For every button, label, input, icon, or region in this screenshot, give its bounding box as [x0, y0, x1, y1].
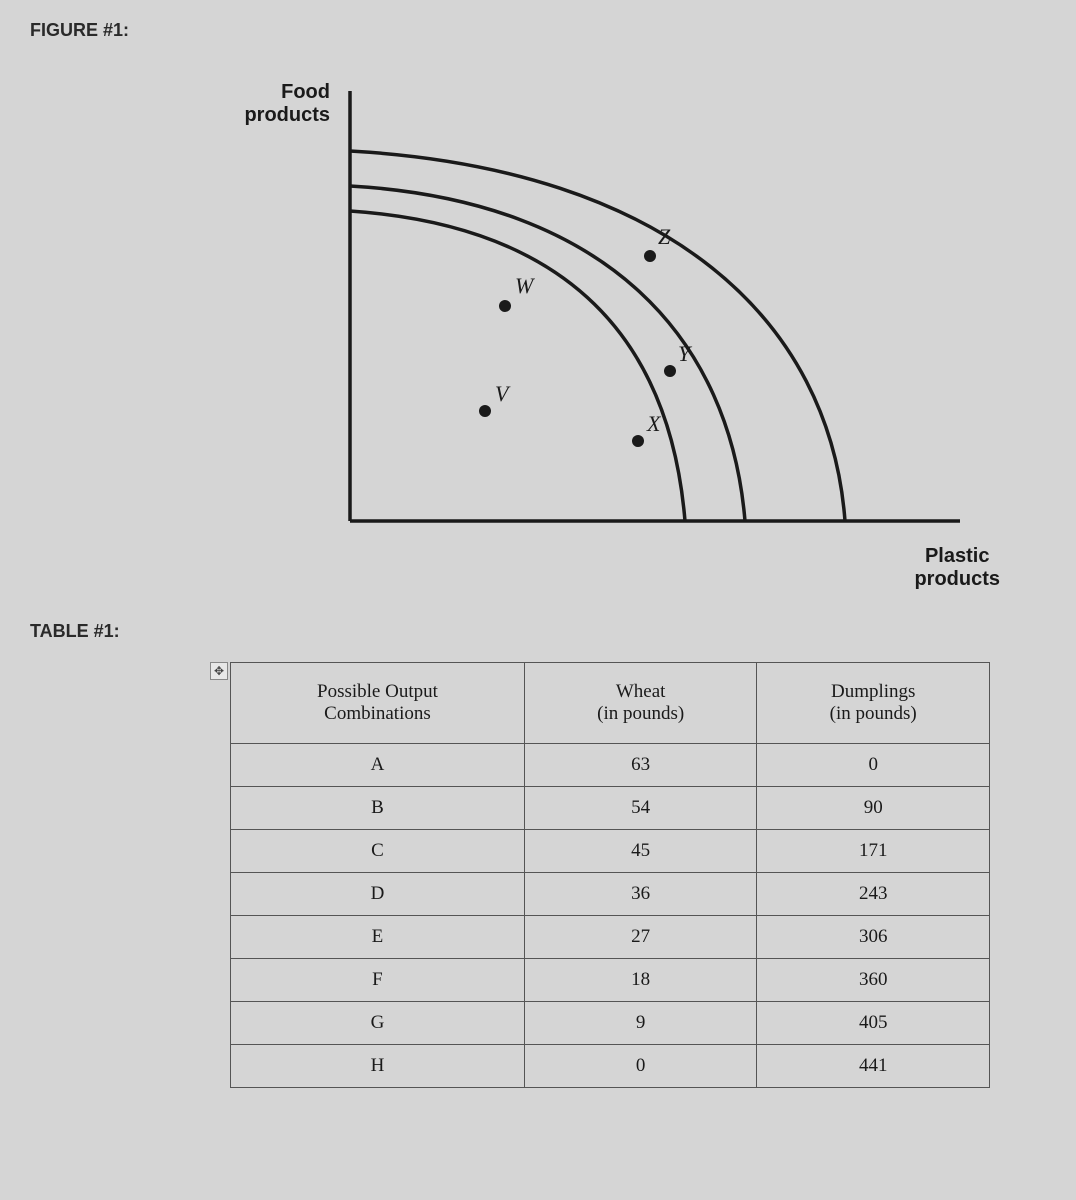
- table-cell: 9: [524, 1002, 757, 1045]
- th-line2: (in pounds): [830, 703, 917, 724]
- th-line1: Wheat: [616, 681, 666, 702]
- output-table: Possible OutputCombinationsWheat(in poun…: [230, 662, 990, 1088]
- table-cell: H: [231, 1045, 525, 1088]
- ppf-chart: WVZYX: [340, 81, 970, 561]
- y-axis-label: Food products: [230, 81, 330, 127]
- table-row: A630: [231, 744, 990, 787]
- y-axis-label-line2: products: [244, 104, 330, 126]
- table-row: F18360: [231, 959, 990, 1002]
- table-cell: 90: [757, 787, 990, 830]
- table-head: Possible OutputCombinationsWheat(in poun…: [231, 663, 990, 744]
- table-cell: 0: [524, 1045, 757, 1088]
- table-cell: B: [231, 787, 525, 830]
- table-cell: 171: [757, 830, 990, 873]
- table-label: TABLE #1:: [30, 621, 1046, 642]
- table-section: TABLE #1:: [30, 621, 1046, 642]
- th-line2: (in pounds): [597, 703, 684, 724]
- th-line2: Combinations: [324, 703, 431, 724]
- table-row: D36243: [231, 873, 990, 916]
- figure-area: Food products WVZYX Plastic products: [230, 51, 990, 591]
- table-cell: F: [231, 959, 525, 1002]
- th-line1: Possible Output: [317, 681, 438, 702]
- table-header-row: Possible OutputCombinationsWheat(in poun…: [231, 663, 990, 744]
- x-axis-label-line2: products: [914, 568, 1000, 590]
- table-cell: G: [231, 1002, 525, 1045]
- table-row: E27306: [231, 916, 990, 959]
- table-cell: C: [231, 830, 525, 873]
- th-line1: Dumplings: [831, 681, 915, 702]
- table-cell: 36: [524, 873, 757, 916]
- svg-text:X: X: [646, 411, 662, 436]
- table-cell: 405: [757, 1002, 990, 1045]
- table-body: A630B5490C45171D36243E27306F18360G9405H0…: [231, 744, 990, 1088]
- table-cell: 243: [757, 873, 990, 916]
- table-cell: 63: [524, 744, 757, 787]
- table-cell: 441: [757, 1045, 990, 1088]
- table-row: G9405: [231, 1002, 990, 1045]
- figure-label: FIGURE #1:: [30, 20, 1046, 41]
- table-cell: 306: [757, 916, 990, 959]
- table-cell: 0: [757, 744, 990, 787]
- table-header-cell: Possible OutputCombinations: [231, 663, 525, 744]
- table-cell: A: [231, 744, 525, 787]
- svg-text:V: V: [495, 381, 511, 406]
- table-row: H0441: [231, 1045, 990, 1088]
- table-cell: 27: [524, 916, 757, 959]
- table-row: C45171: [231, 830, 990, 873]
- y-axis-label-line1: Food: [281, 81, 330, 103]
- move-icon[interactable]: ✥: [210, 662, 228, 680]
- table-cell: 54: [524, 787, 757, 830]
- x-axis-label-line1: Plastic: [925, 545, 989, 567]
- table-cell: 18: [524, 959, 757, 1002]
- table-header-cell: Wheat(in pounds): [524, 663, 757, 744]
- svg-text:Z: Z: [658, 224, 671, 249]
- table-cell: E: [231, 916, 525, 959]
- table-row: B5490: [231, 787, 990, 830]
- table-header-cell: Dumplings(in pounds): [757, 663, 990, 744]
- table-wrap: ✥ Possible OutputCombinationsWheat(in po…: [230, 662, 1046, 1088]
- table-cell: D: [231, 873, 525, 916]
- table-cell: 45: [524, 830, 757, 873]
- table-cell: 360: [757, 959, 990, 1002]
- svg-text:W: W: [515, 273, 535, 298]
- x-axis-label: Plastic products: [914, 545, 1000, 591]
